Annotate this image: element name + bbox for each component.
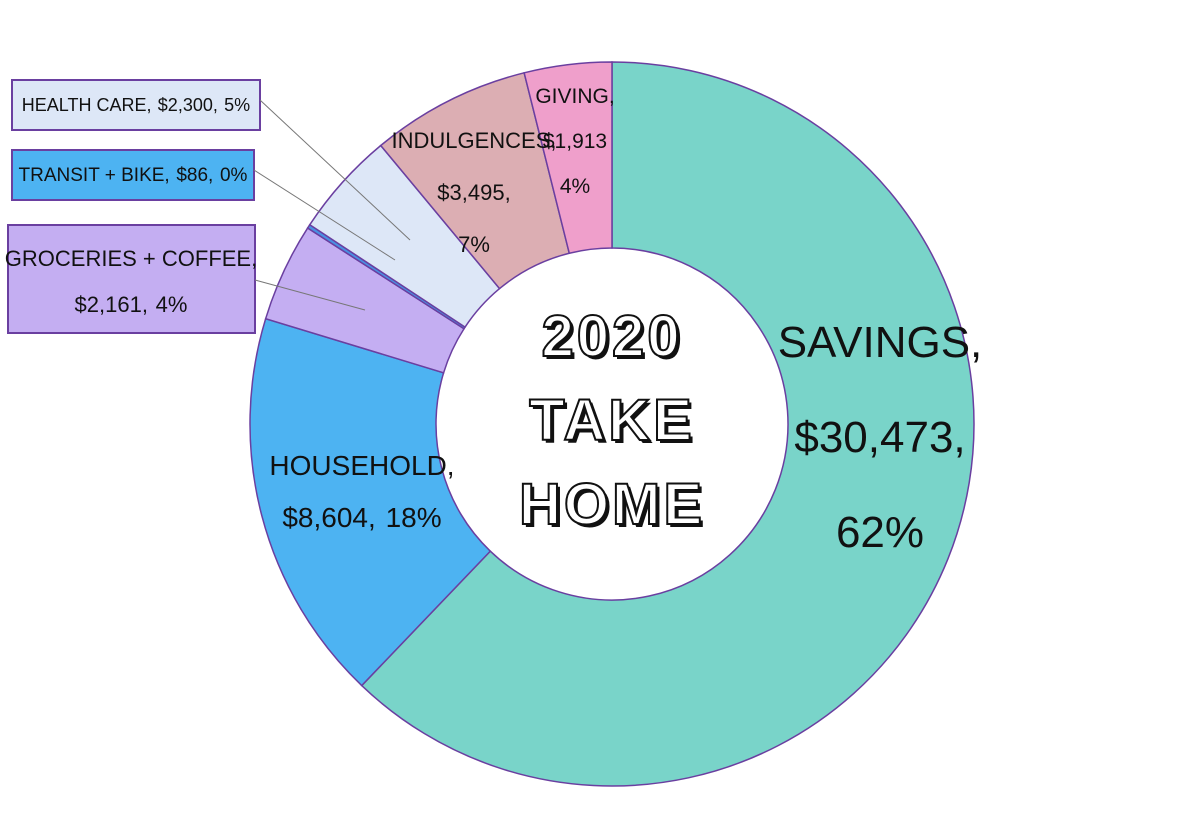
slice-label-part: $1,913 [543,130,607,153]
slice-label: HOUSEHOLD, [269,450,454,481]
label-boxes [7,79,411,334]
donut-slice [523,61,613,255]
slice-label-part: $2,161, [75,292,148,317]
slice-label: $30,473, [794,413,965,462]
leader-line [259,99,411,241]
slice-label-part: $3,495, [437,180,510,205]
slice-label: $2,161, 4% [75,292,188,317]
slice-label: $8,604, 18% [282,502,441,533]
slice-label: GROCERIES + COFFEE, [5,246,257,271]
slice-label-part: SAVINGS, [778,318,983,367]
slice-label-part: $30,473, [794,413,965,462]
slice-label: 62% [836,508,924,557]
slice-label-part: 18% [386,502,442,533]
slice-label-part: $86, [176,165,213,186]
slice-label: $3,495, [437,180,510,205]
donut-slice [360,61,975,787]
slice-label-part: 5% [224,95,250,115]
slice-label: HEALTH CARE, $2,300, 5% [22,95,250,115]
slice-label: SAVINGS, [778,318,983,367]
slice-label-part: HOUSEHOLD, [269,450,454,481]
donut-slice [249,317,492,687]
slice-label: GIVING, [535,85,614,108]
label-box [11,149,255,201]
chart-title: 2020 TAKE HOME [518,303,705,538]
leader-line [253,169,396,261]
slice-label-part: 62% [836,508,924,557]
slice-label-part: $8,604, [282,502,375,533]
slice-label: TRANSIT + BIKE, $86, 0% [19,165,248,186]
slice-label-part: GIVING, [535,85,614,108]
slice-label: INDULGENCES, [391,128,556,153]
label-box [11,79,261,131]
slice-label-part: 4% [560,175,590,198]
label-box [7,224,256,334]
slice-label: $1,913 [543,130,607,153]
slices [249,61,975,787]
slice-label: 4% [560,175,590,198]
slice-label: 7% [458,232,490,257]
slice-label-part: TRANSIT + BIKE, [19,165,170,186]
slice-label-part: 7% [458,232,490,257]
slice-label-part: HEALTH CARE, [22,95,152,115]
slice-label-part: 0% [220,165,248,186]
slice-label-part: GROCERIES + COFFEE, [5,246,257,271]
slice-label-part: 4% [156,292,188,317]
slice-label-part: $2,300, [158,95,218,115]
slice-label-part: INDULGENCES, [391,128,556,153]
leader-line [254,279,366,311]
